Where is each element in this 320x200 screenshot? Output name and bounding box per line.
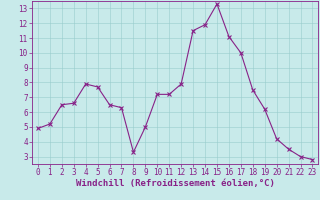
X-axis label: Windchill (Refroidissement éolien,°C): Windchill (Refroidissement éolien,°C) — [76, 179, 275, 188]
